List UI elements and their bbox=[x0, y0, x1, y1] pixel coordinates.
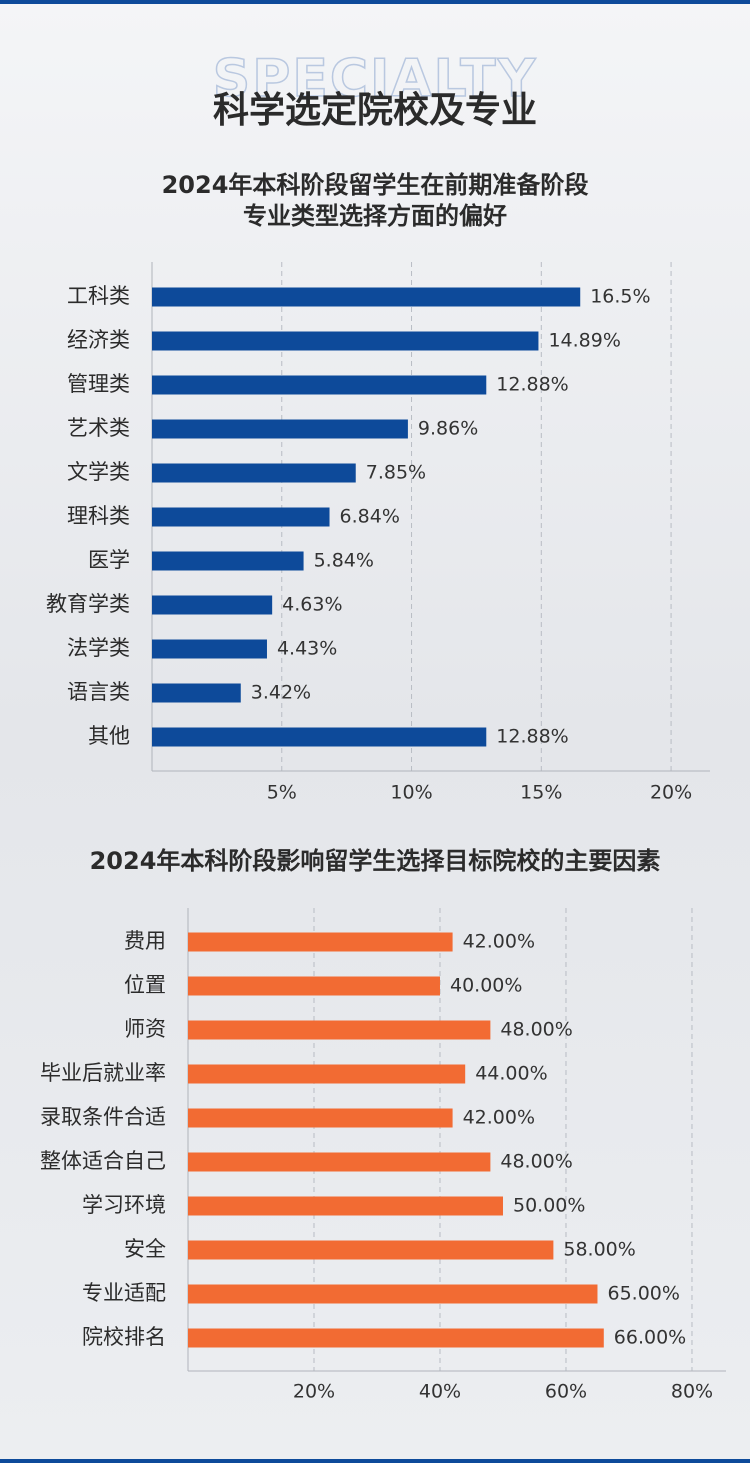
value-label: 4.43% bbox=[277, 638, 337, 660]
bar bbox=[188, 976, 440, 996]
top-border bbox=[0, 0, 750, 4]
category-label: 文学类 bbox=[67, 460, 130, 484]
category-label: 费用 bbox=[124, 929, 166, 953]
value-label: 44.00% bbox=[475, 1063, 547, 1085]
value-label: 7.85% bbox=[366, 462, 426, 484]
value-label: 14.89% bbox=[548, 330, 620, 352]
bar bbox=[152, 683, 241, 703]
value-label: 48.00% bbox=[500, 1151, 572, 1173]
category-label: 其他 bbox=[88, 724, 130, 748]
value-label: 48.00% bbox=[500, 1019, 572, 1041]
bar bbox=[152, 331, 539, 351]
x-tick-label: 15% bbox=[520, 782, 562, 804]
bar bbox=[152, 375, 487, 395]
watermark: SPECIALTY bbox=[213, 49, 538, 109]
bar bbox=[188, 1064, 466, 1084]
category-label: 专业适配 bbox=[82, 1281, 166, 1305]
category-label: 教育学类 bbox=[46, 592, 130, 616]
x-tick-label: 40% bbox=[419, 1381, 461, 1403]
bar bbox=[188, 1152, 491, 1172]
bar bbox=[152, 287, 581, 307]
bar bbox=[188, 1328, 604, 1348]
value-label: 58.00% bbox=[563, 1239, 635, 1261]
category-label: 位置 bbox=[124, 973, 166, 997]
value-label: 5.84% bbox=[314, 550, 374, 572]
category-label: 经济类 bbox=[67, 328, 130, 352]
value-label: 42.00% bbox=[463, 1107, 535, 1129]
bar bbox=[188, 1108, 453, 1128]
value-label: 12.88% bbox=[496, 374, 568, 396]
bar bbox=[152, 595, 273, 615]
category-label: 录取条件合适 bbox=[40, 1105, 166, 1129]
bar bbox=[152, 551, 304, 571]
value-label: 3.42% bbox=[251, 682, 311, 704]
x-tick-label: 20% bbox=[650, 782, 692, 804]
x-tick-label: 80% bbox=[671, 1381, 713, 1403]
category-label: 工科类 bbox=[67, 284, 130, 308]
chart-title: 专业类型选择方面的偏好 bbox=[243, 202, 507, 230]
bar bbox=[152, 507, 330, 527]
category-label: 语言类 bbox=[67, 680, 130, 704]
bar bbox=[152, 639, 267, 659]
chart-title: 2024年本科阶段影响留学生选择目标院校的主要因素 bbox=[90, 847, 661, 875]
value-label: 50.00% bbox=[513, 1195, 585, 1217]
bar bbox=[152, 463, 356, 483]
bar bbox=[188, 932, 453, 952]
bottom-border bbox=[0, 1459, 750, 1463]
category-label: 师资 bbox=[124, 1017, 166, 1041]
value-label: 12.88% bbox=[496, 726, 568, 748]
category-label: 毕业后就业率 bbox=[40, 1061, 166, 1085]
value-label: 6.84% bbox=[340, 506, 400, 528]
bar bbox=[188, 1196, 503, 1216]
category-label: 理科类 bbox=[67, 504, 130, 528]
bar bbox=[152, 419, 408, 439]
x-tick-label: 60% bbox=[545, 1381, 587, 1403]
x-tick-label: 10% bbox=[390, 782, 432, 804]
category-label: 医学 bbox=[88, 548, 130, 572]
value-label: 42.00% bbox=[463, 931, 535, 953]
category-label: 安全 bbox=[124, 1237, 166, 1261]
value-label: 65.00% bbox=[607, 1283, 679, 1305]
value-label: 16.5% bbox=[590, 286, 650, 308]
value-label: 66.00% bbox=[614, 1327, 686, 1349]
bar bbox=[188, 1284, 598, 1304]
value-label: 40.00% bbox=[450, 975, 522, 997]
value-label: 9.86% bbox=[418, 418, 478, 440]
x-tick-label: 20% bbox=[293, 1381, 335, 1403]
value-label: 4.63% bbox=[282, 594, 342, 616]
category-label: 管理类 bbox=[67, 372, 130, 396]
chart-title: 2024年本科阶段留学生在前期准备阶段 bbox=[162, 171, 589, 199]
category-label: 艺术类 bbox=[67, 416, 130, 440]
x-tick-label: 5% bbox=[267, 782, 297, 804]
bar bbox=[152, 727, 487, 747]
bar bbox=[188, 1240, 554, 1260]
bar bbox=[188, 1020, 491, 1040]
category-label: 院校排名 bbox=[82, 1325, 166, 1349]
category-label: 法学类 bbox=[67, 636, 130, 660]
category-label: 整体适合自己 bbox=[40, 1149, 166, 1173]
category-label: 学习环境 bbox=[82, 1193, 166, 1217]
page-title: 科学选定院校及专业 bbox=[213, 89, 537, 131]
